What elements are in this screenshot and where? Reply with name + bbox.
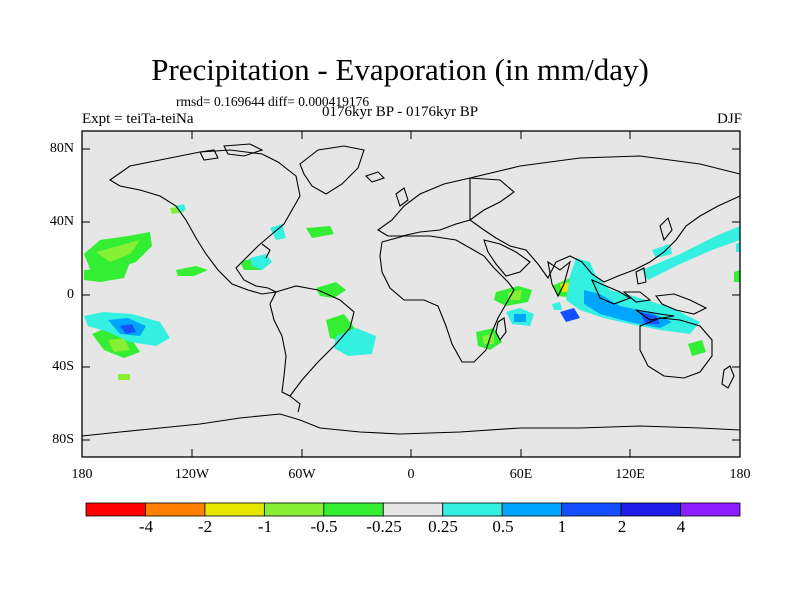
x-tick-label-60e: 60E bbox=[509, 467, 533, 482]
stats-line: rmsd= 0.169644 diff= 0.000419176 bbox=[176, 94, 370, 109]
colorbar-swatch bbox=[501, 502, 563, 517]
colorbar-swatch bbox=[85, 502, 146, 517]
colorbar-label: 4 bbox=[676, 517, 686, 536]
colorbar-label: -2 bbox=[197, 517, 213, 536]
season-label: DJF bbox=[716, 111, 742, 127]
colorbar-label: 0.5 bbox=[492, 517, 514, 536]
y-tick-label-40s: 40S bbox=[52, 359, 74, 374]
map-background bbox=[82, 131, 740, 457]
y-tick-label-0: 0 bbox=[67, 287, 74, 302]
coastlines bbox=[81, 143, 741, 437]
colorbar-label: -0.25 bbox=[366, 517, 402, 536]
y-tick-label-40n: 40N bbox=[49, 214, 74, 229]
colorbar-swatch bbox=[680, 502, 741, 517]
colorbar-label: 1 bbox=[557, 517, 567, 536]
experiment-label: Expt = teiTa-teiNa bbox=[82, 111, 194, 127]
x-tick-label-120w: 120W bbox=[174, 467, 210, 482]
x-tick-label-180w: 180 bbox=[71, 467, 93, 482]
colorbar-label: 2 bbox=[617, 517, 627, 536]
colorbar-label: -1 bbox=[257, 517, 273, 536]
colorbar-label: 0.25 bbox=[428, 517, 458, 536]
y-tick-label-80n: 80N bbox=[49, 141, 74, 156]
colorbar-swatch bbox=[382, 502, 444, 517]
x-tick-label-120e: 120E bbox=[615, 467, 645, 482]
colorbar-swatch bbox=[204, 502, 265, 517]
x-tick-label-60w: 60W bbox=[288, 467, 316, 482]
colorbar-swatch bbox=[561, 502, 622, 517]
colorbar-label: -4 bbox=[138, 517, 154, 536]
plot-subtitle: 0176kyr BP - 0176kyr BP bbox=[322, 104, 479, 120]
colorbar-swatch bbox=[620, 502, 681, 517]
y-tick-label-80s: 80S bbox=[52, 432, 74, 447]
colorbar-swatch bbox=[442, 502, 503, 517]
x-tick-label-180e: 180 bbox=[729, 467, 751, 482]
colorbar-swatch bbox=[263, 502, 325, 517]
axis-ticks bbox=[82, 131, 740, 457]
plot-title: Precipitation - Evaporation (in mm/day) bbox=[151, 52, 649, 87]
colorbar-label: -0.5 bbox=[310, 517, 338, 536]
x-tick-label-0: 0 bbox=[407, 467, 415, 482]
colorbar bbox=[85, 502, 741, 517]
colorbar-swatch bbox=[323, 502, 384, 517]
colorbar-swatch bbox=[145, 502, 206, 517]
